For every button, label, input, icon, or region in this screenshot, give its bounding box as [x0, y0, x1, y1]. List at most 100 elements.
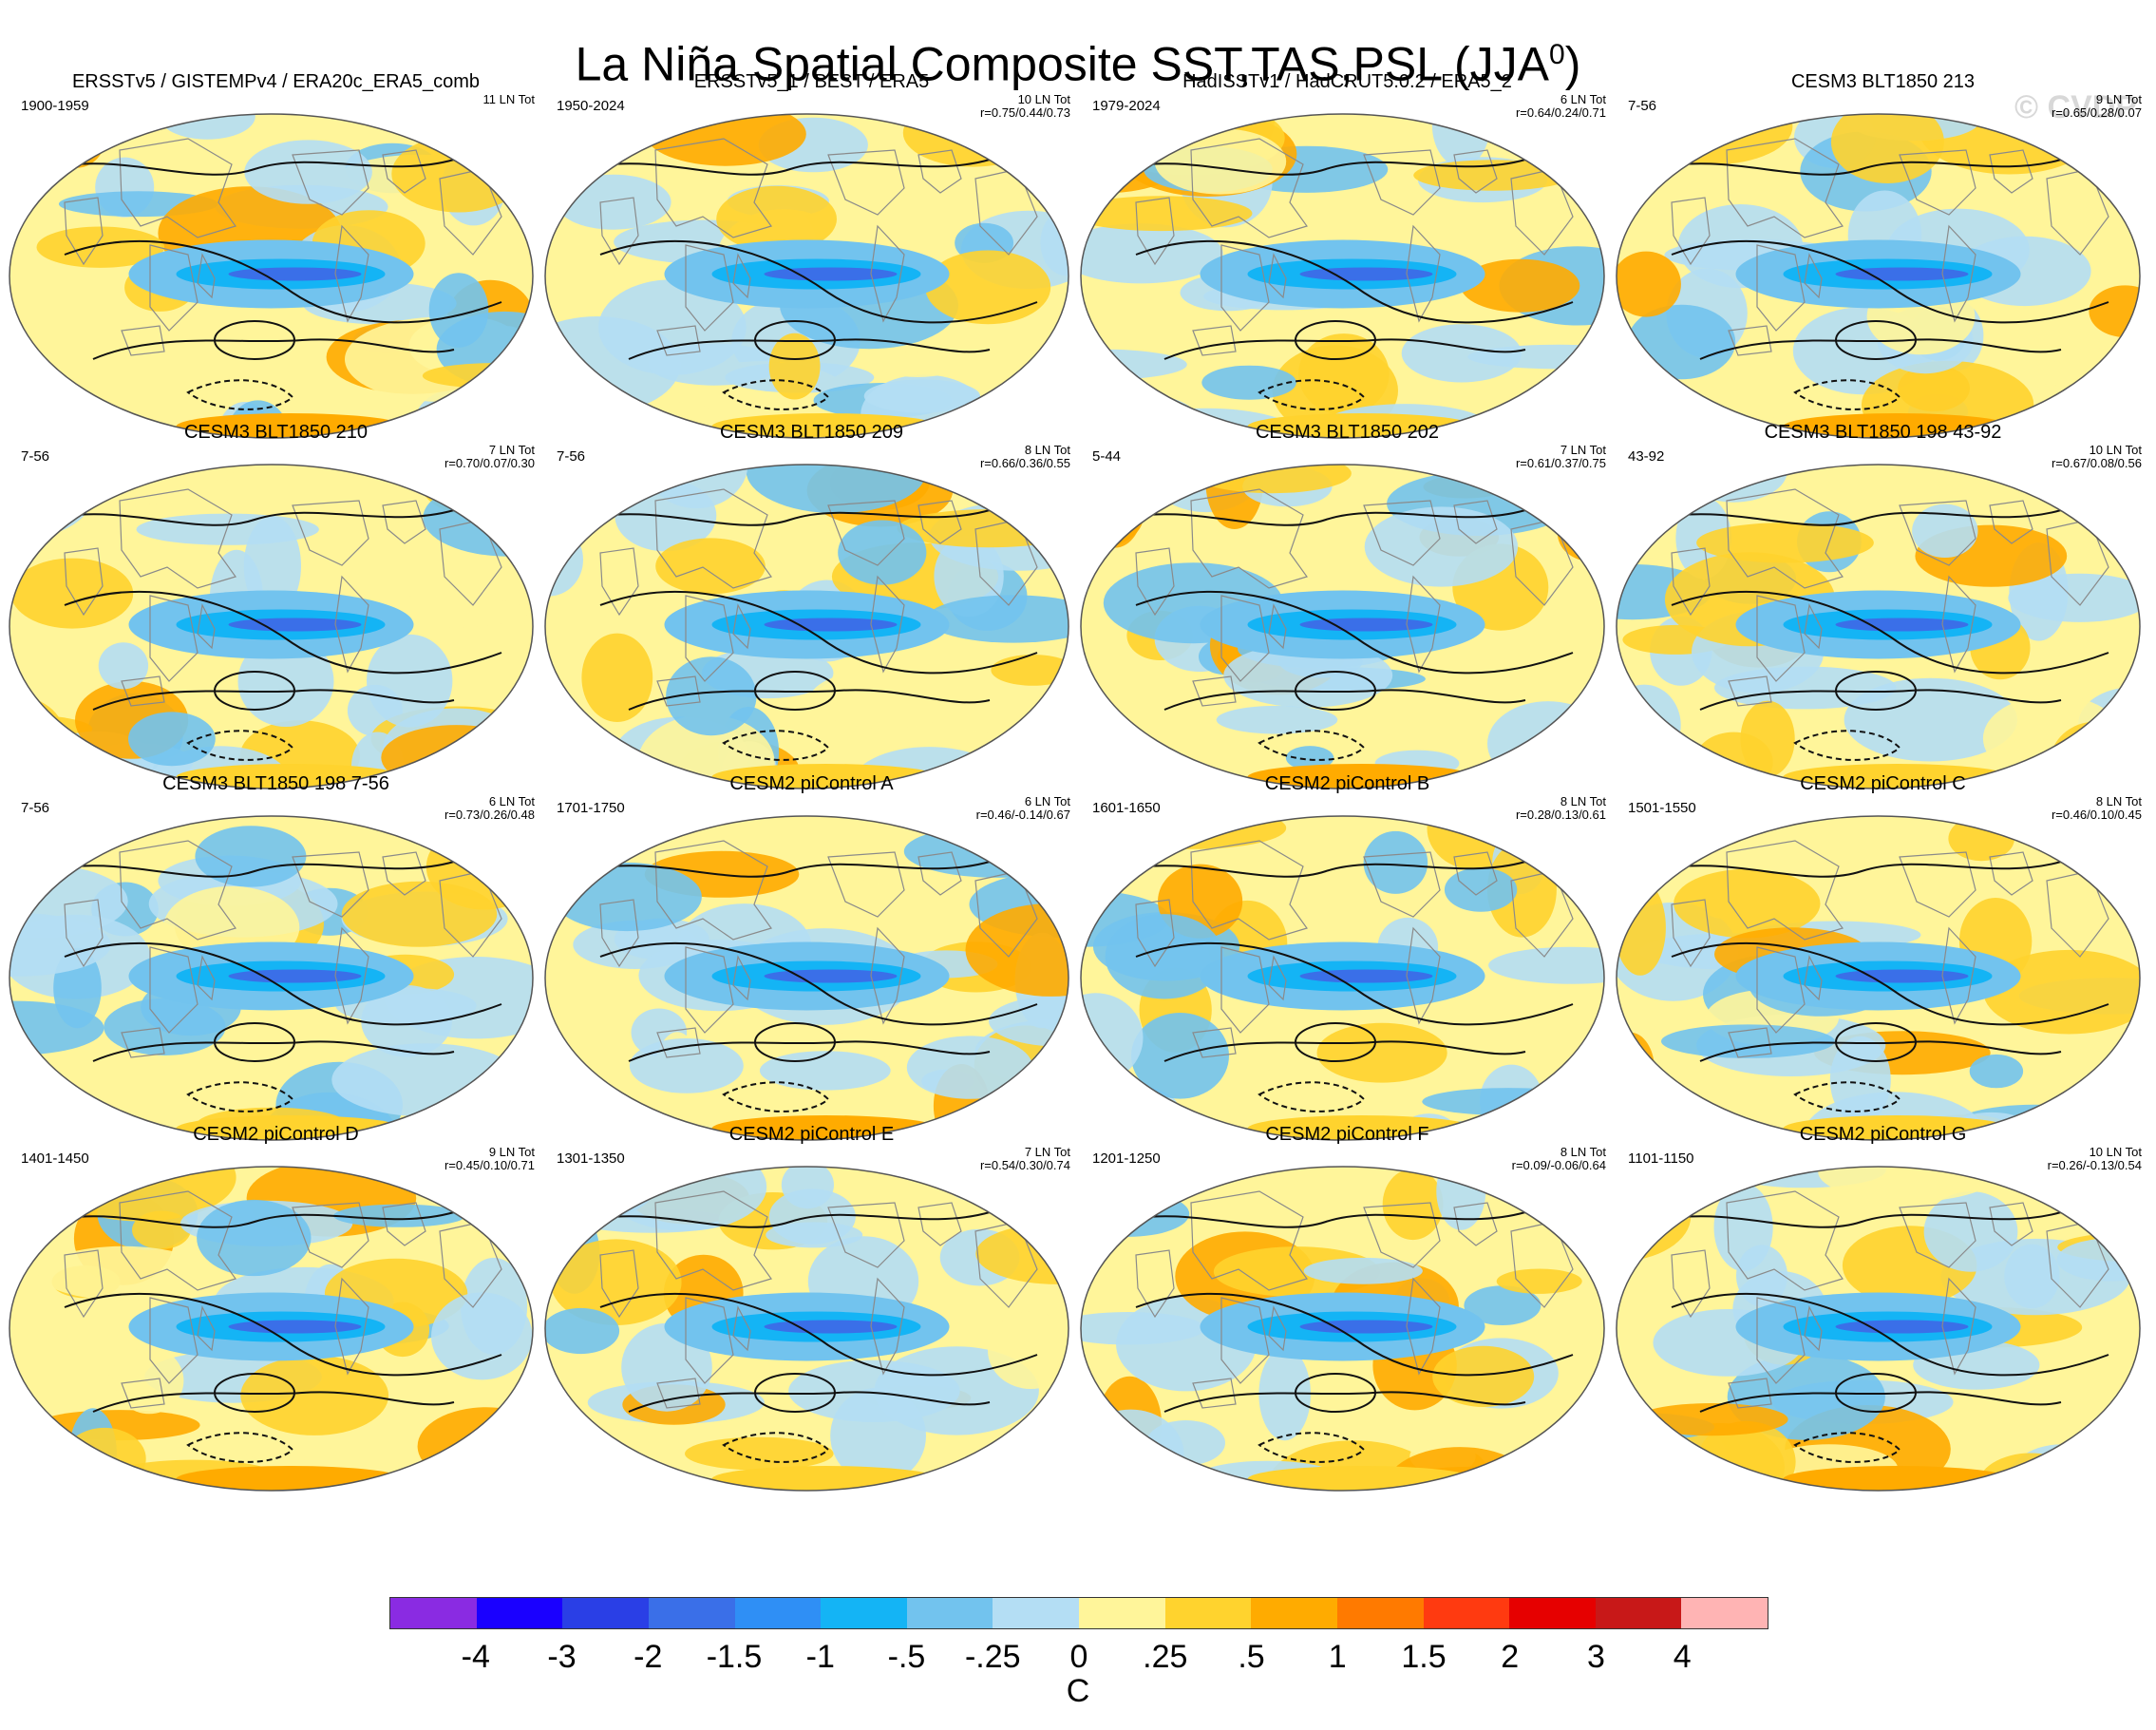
- psl-contour-positive: [1135, 239, 1574, 324]
- colorbar-tick-label: 3: [1587, 1639, 1605, 1675]
- coastline: [599, 899, 639, 968]
- psl-contour-negative: [1258, 379, 1366, 410]
- coastline: [656, 325, 701, 356]
- figure-title: La Niña Spatial Composite SST,TAS,PSL (J…: [0, 27, 2156, 93]
- coastline: [119, 840, 236, 941]
- psl-contour-positive: [45, 861, 455, 878]
- globe-map: [544, 815, 1069, 1141]
- cool-anomaly: [1201, 365, 1296, 400]
- warm-anomaly: [1460, 258, 1580, 313]
- coastline: [1135, 899, 1175, 968]
- colorbar-segment: [993, 1598, 1079, 1628]
- colorbar-ticks: -4 -3 -2 -1.5 -1 -.5 -.25 0 .25 .5 1 1.5 2 3 4: [389, 1638, 1768, 1676]
- cool-anomaly: [428, 273, 489, 348]
- psl-contour-closed: [214, 320, 295, 360]
- globe-map: [1616, 815, 2141, 1141]
- coastline: [292, 1202, 369, 1268]
- coastline: [64, 1249, 104, 1319]
- coastline: [827, 149, 905, 216]
- event-count: 10 LN Tot: [2089, 443, 2142, 457]
- coastline: [119, 1190, 236, 1291]
- cold-tongue-peak: [1299, 618, 1433, 632]
- globe-outline: [544, 113, 1069, 439]
- pattern-correlation: r=0.54/0.30/0.74: [979, 1158, 1070, 1172]
- globe-outline: [1616, 113, 2141, 439]
- coastline: [656, 1378, 701, 1409]
- cold-tongue-peak: [764, 969, 898, 983]
- coastline: [1899, 1202, 1976, 1268]
- psl-contour-positive: [64, 941, 502, 1026]
- psl-contour-closed: [1835, 671, 1917, 711]
- colorbar-tick-label: 0: [1069, 1639, 1088, 1675]
- coastline: [1453, 149, 1498, 194]
- colorbar-segment: [1336, 1598, 1424, 1628]
- cool-anomaly: [197, 1199, 312, 1277]
- globe-map: [544, 464, 1069, 789]
- coastline: [1135, 547, 1175, 617]
- colorbar-segment: [1164, 1598, 1252, 1628]
- psl-contour-negative: [722, 1081, 830, 1112]
- panel-title: CESM3 BLT1850 202: [1255, 422, 1440, 443]
- globe-outline: [544, 1166, 1069, 1492]
- coastline: [149, 1297, 199, 1384]
- title-close: ): [1564, 37, 1581, 91]
- psl-contour-positive: [1671, 941, 2109, 1026]
- coastline: [1941, 1277, 1976, 1376]
- coastline: [64, 197, 104, 266]
- coastline: [292, 851, 369, 918]
- psl-contour-negative: [1793, 1081, 1901, 1112]
- globe-outline: [1616, 815, 2141, 1141]
- cool-anomaly: [2004, 1244, 2060, 1309]
- psl-contour-positive: [92, 1040, 455, 1062]
- globe-map: [9, 815, 534, 1141]
- warm-anomaly: [1617, 114, 1709, 133]
- coastline: [1363, 500, 1441, 566]
- panel-stats: 10 LN Tot r=0.67/0.08/0.56: [2052, 444, 2142, 470]
- psl-contour-positive: [580, 1211, 991, 1228]
- event-count: 10 LN Tot: [2089, 1145, 2142, 1159]
- psl-contour-closed: [754, 671, 836, 711]
- panel-stats: 8 LN Tot r=0.28/0.13/0.61: [1516, 795, 1606, 822]
- panel-title: CESM3 BLT1850 210: [183, 422, 369, 443]
- map-panel: CESM2 piControl F 1201-1250 8 LN Tot r=0.09…: [1079, 1122, 1616, 1499]
- cvdp-watermark: © CVDP: [2014, 89, 2137, 125]
- psl-contour-positive: [1135, 590, 1574, 675]
- colorbar-segment: [476, 1598, 563, 1628]
- cool-anomaly: [1105, 914, 1224, 999]
- colorbar-segment: [1079, 1598, 1165, 1628]
- coastline: [1989, 500, 2033, 544]
- coastline: [119, 138, 236, 238]
- pattern-correlation: r=0.66/0.36/0.55: [979, 456, 1070, 470]
- coastline: [870, 926, 905, 1025]
- coastline: [1268, 253, 1287, 299]
- globe-outline: [9, 464, 534, 789]
- panel-title: CESM2 piControl C: [1800, 773, 1966, 794]
- panel-title: ERSSTv5_1 / BEST / ERA5: [693, 71, 930, 92]
- psl-contour-negative: [1258, 730, 1366, 761]
- coastline: [382, 149, 426, 194]
- event-count: 8 LN Tot: [2095, 794, 2142, 808]
- warm-anomaly: [180, 661, 235, 706]
- globe-outline: [9, 1166, 534, 1492]
- cool-anomaly: [1285, 746, 1334, 770]
- panel-stats: 6 LN Tot r=0.46/-0.14/0.67: [976, 795, 1070, 822]
- warm-anomaly: [1919, 877, 1983, 904]
- cool-anomaly: [906, 1036, 1033, 1099]
- panel-stats: 10 LN Tot r=0.75/0.44/0.73: [980, 93, 1070, 120]
- panel-years: 1900-1959: [21, 98, 89, 114]
- cool-anomaly: [830, 1387, 926, 1484]
- globe-outline: [544, 815, 1069, 1141]
- cool-anomaly: [1661, 1024, 1835, 1058]
- event-count: 11 LN Tot: [482, 92, 535, 106]
- colorbar-tick-label: -.5: [887, 1639, 926, 1675]
- cool-anomaly: [244, 140, 372, 204]
- warm-anomaly: [988, 1311, 1069, 1389]
- colorbar-segment: [1509, 1598, 1596, 1628]
- coastline: [1728, 325, 1772, 356]
- psl-contour-negative: [186, 1432, 294, 1463]
- psl-contour-positive: [92, 689, 455, 711]
- globe-map: [544, 1166, 1069, 1492]
- cold-tongue-peak: [1299, 969, 1433, 983]
- warm-anomaly: [1316, 1022, 1447, 1083]
- coastline: [732, 253, 751, 299]
